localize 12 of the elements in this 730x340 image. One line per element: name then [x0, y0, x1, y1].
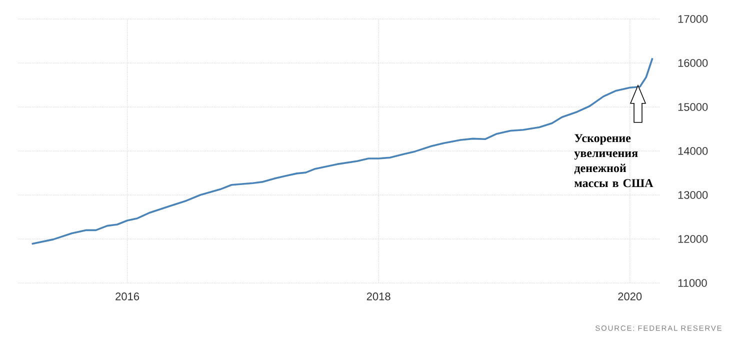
- y-tick-label: 11000: [678, 279, 707, 287]
- y-tick-label: 14000: [678, 147, 708, 155]
- y-tick-label: 17000: [678, 15, 708, 23]
- y-tick-label: 15000: [678, 103, 708, 111]
- y-tick-label: 13000: [678, 191, 708, 199]
- y-tick-label: 16000: [678, 59, 708, 67]
- x-tick-label: 2018: [366, 292, 390, 300]
- x-tick-label: 2020: [618, 292, 642, 300]
- y-tick-label: 12000: [678, 235, 708, 243]
- x-tick-label: 2016: [116, 292, 140, 300]
- annotation: Ускорение увеличения денежной массы в США: [574, 134, 654, 188]
- line-series: [30, 57, 654, 245]
